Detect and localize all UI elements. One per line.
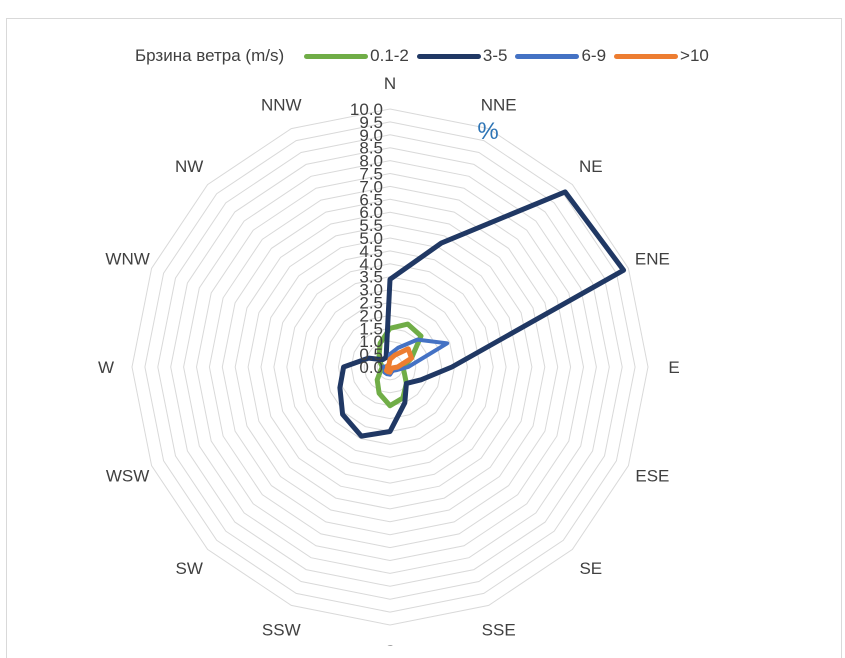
- series-line-3-5: [337, 189, 627, 439]
- direction-label-ENE: ENE: [635, 249, 670, 268]
- radar-grid: [131, 108, 649, 626]
- grid-ring: [247, 224, 533, 510]
- direction-label-SE: SE: [579, 559, 602, 578]
- direction-labels: N NNE NE ENE E ESE SE SSE S SSW SW WSW W WNW NW NNW: [98, 74, 680, 646]
- grid-ring: [273, 250, 507, 484]
- series-layer: [337, 189, 627, 439]
- radial-tick-label: 10.0: [350, 100, 383, 119]
- direction-label-NW: NW: [175, 157, 203, 176]
- legend-title: Брзина ветра (m/s): [135, 46, 285, 65]
- legend-label-3-5: 3-5: [482, 46, 508, 65]
- direction-label-NNE: NNE: [481, 96, 517, 115]
- legend-item-3-5: 3-5: [416, 46, 508, 66]
- grid-ring: [312, 289, 468, 445]
- radial-tick-label: 8.0: [359, 152, 383, 171]
- legend-swatch-3-5: [416, 53, 481, 59]
- legend-item-0.1-2: 0.1-2: [304, 46, 409, 66]
- direction-label-SW: SW: [176, 559, 203, 578]
- radial-tick-label: 5.5: [359, 216, 383, 235]
- chart-legend: Брзина ветра (m/s) 0.1-2 3-5 6-9 >10: [135, 44, 717, 68]
- direction-label-N: N: [384, 74, 396, 93]
- legend-swatch-gt10: [614, 53, 679, 59]
- legend-swatch-6-9: [515, 53, 580, 59]
- grid-ring: [157, 134, 623, 600]
- chart-area: [6, 18, 842, 658]
- grid-ring: [170, 147, 610, 587]
- grid-ring: [131, 108, 649, 626]
- radial-tick-label: 2.0: [359, 306, 383, 325]
- grid-ring: [195, 172, 585, 562]
- direction-label-ESE: ESE: [635, 467, 669, 486]
- radial-tick-label: 7.5: [359, 165, 383, 184]
- radial-tick-label: 9.5: [359, 113, 383, 132]
- grid-ring: [221, 198, 559, 536]
- legend-label-6-9: 6-9: [581, 46, 607, 65]
- direction-label-E: E: [668, 358, 679, 377]
- radial-tick-label: 6.0: [359, 203, 383, 222]
- direction-label-NNW: NNW: [261, 96, 302, 115]
- grid-ring: [144, 121, 636, 613]
- direction-label-NE: NE: [579, 157, 603, 176]
- grid-ring: [208, 185, 572, 549]
- legend-swatch-0.1-2: [304, 53, 369, 59]
- radial-tick-label: 7.0: [359, 177, 383, 196]
- radial-tick-label: 6.5: [359, 190, 383, 209]
- radial-tick-label: 0.0: [359, 358, 383, 377]
- direction-label-SSW: SSW: [262, 620, 301, 639]
- radial-tick-label: 3.0: [359, 281, 383, 300]
- direction-label-SSE: SSE: [482, 620, 516, 639]
- direction-label-S: S: [384, 642, 395, 646]
- legend-label-gt10: >10: [680, 46, 709, 65]
- legend-item-gt10: >10: [614, 46, 709, 66]
- radial-tick-label: 3.5: [359, 268, 383, 287]
- legend-label-0.1-2: 0.1-2: [370, 46, 409, 65]
- legend-item-6-9: 6-9: [515, 46, 606, 66]
- radial-tick-label: 9.0: [359, 126, 383, 145]
- grid-ring: [286, 263, 494, 471]
- radial-tick-label: 4.5: [359, 242, 383, 261]
- grid-ring: [299, 276, 481, 458]
- radial-tick-label: 8.5: [359, 139, 383, 158]
- radial-tick-label: 1.5: [359, 319, 383, 338]
- series-line->10: [383, 346, 414, 375]
- radial-tick-labels: 0.00.51.01.52.02.53.03.54.04.55.05.56.06…: [350, 100, 383, 377]
- unit-label: %: [477, 118, 498, 145]
- grid-ring: [183, 160, 597, 574]
- direction-label-W: W: [98, 358, 114, 377]
- radial-tick-label: 5.0: [359, 229, 383, 248]
- direction-label-WSW: WSW: [106, 467, 149, 486]
- radial-tick-label: 4.0: [359, 255, 383, 274]
- radial-tick-label: 0.5: [359, 345, 383, 364]
- grid-ring: [260, 237, 520, 497]
- grid-ring: [234, 211, 546, 523]
- radial-tick-label: 2.5: [359, 294, 383, 313]
- radial-tick-label: 1.0: [359, 332, 383, 351]
- direction-label-WNW: WNW: [105, 249, 149, 268]
